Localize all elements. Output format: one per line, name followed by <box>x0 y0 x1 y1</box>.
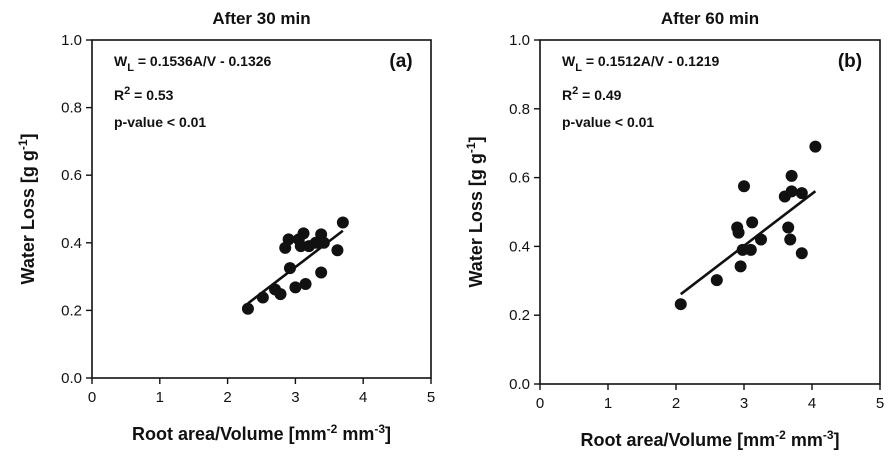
chart-title: After 30 min <box>212 9 310 28</box>
y-tick-label: 0.0 <box>509 376 530 393</box>
data-point <box>795 247 808 260</box>
data-point <box>283 262 296 275</box>
data-point <box>795 187 808 200</box>
data-point <box>282 233 295 246</box>
panel-b: After 60 min 0 1 2 3 4 5 0.0 0.2 0.4 0.6 0.8 1.0 Root… <box>464 9 884 450</box>
y-tick-label: 0.8 <box>509 101 530 118</box>
panel-label: (b) <box>838 51 862 72</box>
data-point <box>336 216 349 229</box>
panel-label: (a) <box>389 51 412 72</box>
data-point <box>256 291 269 304</box>
y-axis-label: Water Loss [g g-1] <box>464 136 486 287</box>
data-point <box>297 227 310 240</box>
x-tick-label: 4 <box>359 389 367 406</box>
data-point <box>732 226 745 239</box>
x-tick-label: 2 <box>672 395 680 412</box>
r-squared: R2 = 0.53 <box>114 85 174 103</box>
y-tick-label: 0.8 <box>61 100 82 117</box>
data-point <box>746 216 759 229</box>
y-tick-label: 0.6 <box>509 170 530 187</box>
data-point <box>710 274 723 287</box>
y-tick-label: 0.0 <box>61 370 82 387</box>
x-tick-label: 5 <box>427 389 435 406</box>
data-point <box>744 243 757 256</box>
data-point <box>734 260 747 273</box>
x-axis-label: Root area/Volume [mm-2 mm-3] <box>580 428 839 450</box>
regression-equation: WL = 0.1536A/V - 0.1326 <box>114 53 272 74</box>
data-point <box>241 302 254 315</box>
x-axis-label: Root area/Volume [mm-2 mm-3] <box>132 422 391 444</box>
data-point <box>331 244 344 257</box>
data-point <box>785 185 798 198</box>
data-point <box>738 180 750 193</box>
y-axis-label: Water Loss [g g-1] <box>16 133 38 284</box>
x-tick-label: 1 <box>156 389 164 406</box>
x-tick-label: 3 <box>740 395 748 412</box>
regression-equation: WL = 0.1512A/V - 0.1219 <box>562 53 720 74</box>
chart-title: After 60 min <box>661 9 759 28</box>
data-point <box>784 233 797 246</box>
x-tick-label: 1 <box>604 395 612 412</box>
y-tick-label: 0.4 <box>509 238 530 255</box>
panel-a: After 30 min 0 1 2 3 4 5 0.0 0.2 0.4 0.6 0.8 1.0 Root… <box>16 9 435 444</box>
data-point <box>317 236 330 249</box>
data-point <box>289 281 302 294</box>
x-tick-label: 4 <box>808 395 816 412</box>
x-tick-label: 2 <box>223 389 231 406</box>
data-point <box>315 266 328 279</box>
data-point <box>274 288 287 301</box>
r-squared: R2 = 0.49 <box>562 85 622 103</box>
y-tick-label: 1.0 <box>509 32 530 49</box>
plot-frame <box>91 39 432 379</box>
data-point <box>755 233 767 246</box>
x-tick-label: 5 <box>876 395 884 412</box>
p-value: p-value < 0.01 <box>562 114 654 130</box>
x-tick-label: 0 <box>536 395 544 412</box>
y-tick-label: 0.6 <box>61 167 82 184</box>
y-tick-label: 0.2 <box>61 302 82 319</box>
data-point <box>782 221 795 234</box>
y-tick-label: 0.2 <box>509 307 530 324</box>
data-point <box>674 298 687 311</box>
data-point <box>809 140 822 153</box>
x-tick-label: 3 <box>291 389 299 406</box>
y-tick-label: 0.4 <box>61 235 82 252</box>
data-point <box>299 278 312 291</box>
p-value: p-value < 0.01 <box>114 114 206 130</box>
data-point <box>785 169 798 182</box>
plot-frame <box>539 39 881 385</box>
y-tick-label: 1.0 <box>61 32 82 49</box>
x-tick-label: 0 <box>88 389 96 406</box>
regression-line <box>679 190 817 296</box>
